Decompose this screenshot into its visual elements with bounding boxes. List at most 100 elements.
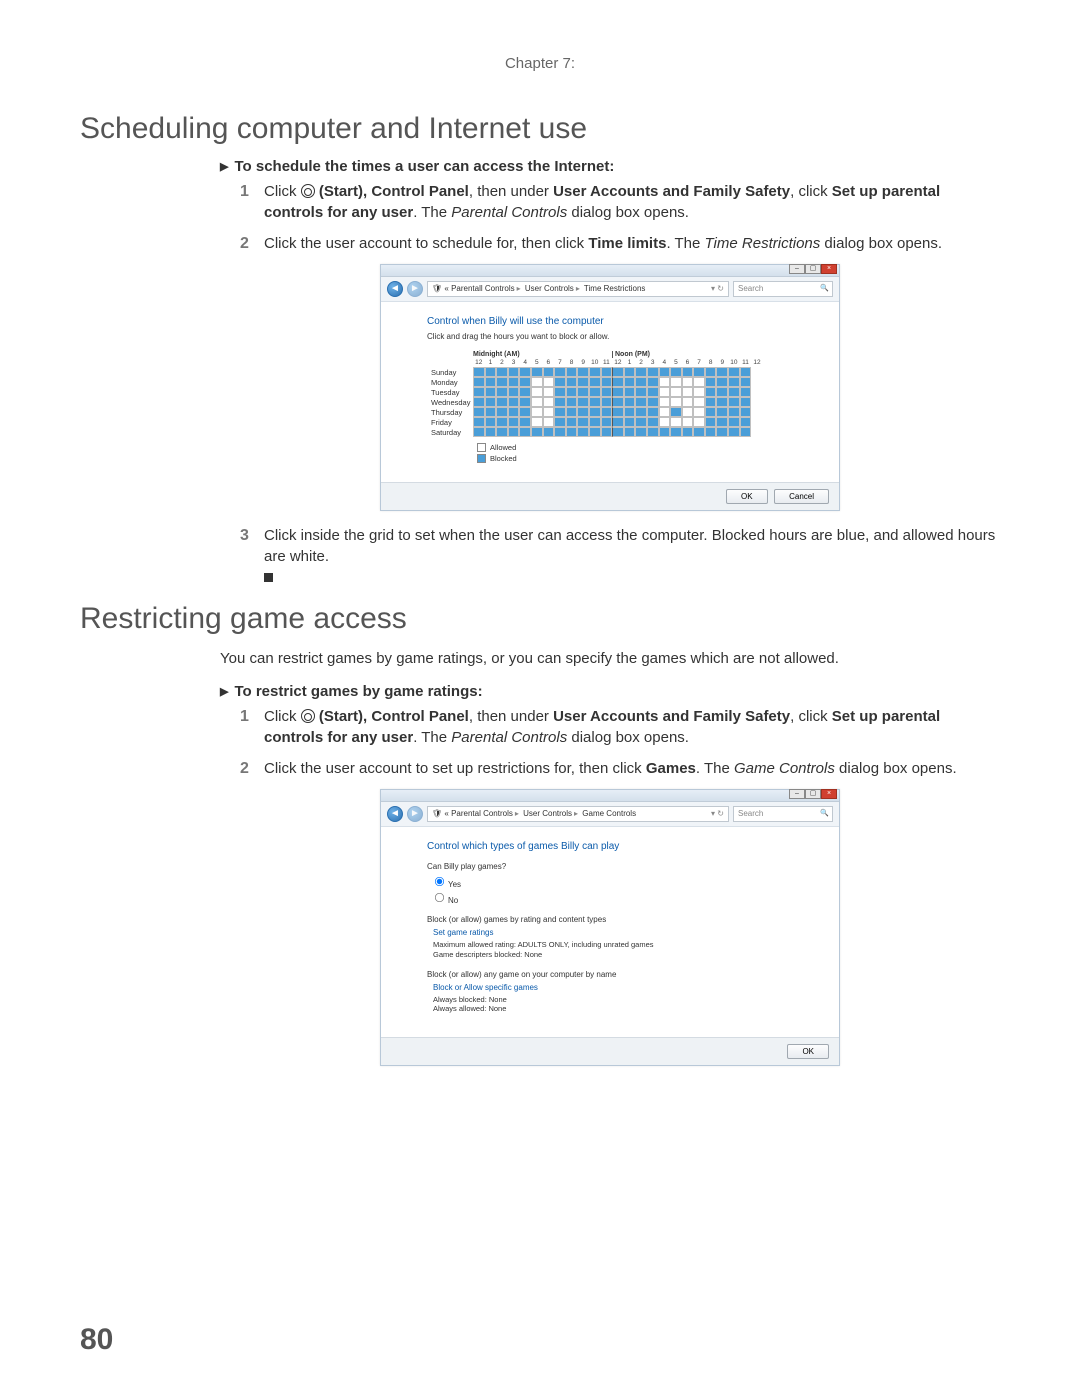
grid-cell[interactable] [612,417,624,427]
radio-yes[interactable]: Yes [433,875,809,889]
grid-cell[interactable] [670,407,682,417]
grid-cell[interactable] [705,397,717,407]
grid-cell[interactable] [716,387,728,397]
grid-cell[interactable] [624,397,636,407]
grid-cell[interactable] [496,387,508,397]
grid-cell[interactable] [508,427,520,437]
grid-cell[interactable] [589,387,601,397]
grid-cell[interactable] [635,417,647,427]
close-button[interactable]: × [821,264,837,274]
nav-forward-button[interactable]: ► [407,281,423,297]
grid-cell[interactable] [705,427,717,437]
grid-cell[interactable] [577,367,589,377]
grid-cell[interactable] [682,377,694,387]
grid-cell[interactable] [728,397,740,407]
grid-cell[interactable] [728,387,740,397]
grid-cell[interactable] [589,377,601,387]
grid-cell[interactable] [577,407,589,417]
grid-cell[interactable] [624,427,636,437]
search-input[interactable]: Search [733,281,833,297]
grid-cell[interactable] [670,367,682,377]
grid-cell[interactable] [485,427,497,437]
grid-cell[interactable] [485,387,497,397]
grid-cell[interactable] [589,367,601,377]
grid-cell[interactable] [716,417,728,427]
grid-cell[interactable] [496,397,508,407]
grid-cell[interactable] [519,397,531,407]
grid-cell[interactable] [635,367,647,377]
grid-cell[interactable] [554,397,566,407]
grid-cell[interactable] [496,417,508,427]
grid-cell[interactable] [543,387,555,397]
close-button[interactable]: × [821,789,837,799]
grid-cell[interactable] [705,367,717,377]
grid-cell[interactable] [647,387,659,397]
grid-cell[interactable] [508,387,520,397]
grid-cell[interactable] [716,367,728,377]
grid-cell[interactable] [531,377,543,387]
grid-cell[interactable] [566,427,578,437]
maximize-button[interactable]: ▢ [805,264,821,274]
grid-cell[interactable] [589,407,601,417]
grid-cell[interactable] [473,377,485,387]
grid-cell[interactable] [577,387,589,397]
grid-cell[interactable] [519,377,531,387]
grid-cell[interactable] [670,387,682,397]
grid-cell[interactable] [554,387,566,397]
grid-cell[interactable] [566,367,578,377]
grid-cell[interactable] [612,387,624,397]
grid-cell[interactable] [531,387,543,397]
grid-cell[interactable] [728,367,740,377]
grid-cell[interactable] [670,397,682,407]
grid-cell[interactable] [740,397,752,407]
grid-cell[interactable] [496,427,508,437]
grid-cell[interactable] [531,407,543,417]
grid-cell[interactable] [682,367,694,377]
grid-cell[interactable] [519,427,531,437]
link-set-game-ratings[interactable]: Set game ratings [433,928,809,937]
grid-cell[interactable] [647,427,659,437]
grid-cell[interactable] [635,427,647,437]
grid-cell[interactable] [693,367,705,377]
grid-cell[interactable] [485,407,497,417]
breadcrumb[interactable]: 🛡 « Parentall Controls▸ User Controls▸ T… [427,281,729,297]
grid-cell[interactable] [543,367,555,377]
minimize-button[interactable]: – [789,264,805,274]
grid-cell[interactable] [659,367,671,377]
grid-cell[interactable] [485,377,497,387]
cancel-button[interactable]: Cancel [774,489,829,504]
grid-cell[interactable] [485,367,497,377]
grid-cell[interactable] [566,407,578,417]
nav-back-button[interactable]: ◄ [387,281,403,297]
grid-cell[interactable] [508,407,520,417]
grid-cell[interactable] [566,387,578,397]
minimize-button[interactable]: – [789,789,805,799]
grid-cell[interactable] [647,397,659,407]
grid-cell[interactable] [601,387,613,397]
grid-cell[interactable] [577,427,589,437]
grid-cell[interactable] [682,387,694,397]
ok-button[interactable]: OK [726,489,768,504]
grid-cell[interactable] [601,397,613,407]
grid-cell[interactable] [554,367,566,377]
grid-cell[interactable] [624,387,636,397]
grid-cell[interactable] [531,367,543,377]
grid-cell[interactable] [693,417,705,427]
grid-cell[interactable] [635,397,647,407]
grid-cell[interactable] [531,427,543,437]
grid-cell[interactable] [601,417,613,427]
nav-back-button[interactable]: ◄ [387,806,403,822]
grid-cell[interactable] [543,417,555,427]
grid-cell[interactable] [612,407,624,417]
grid-cell[interactable] [659,377,671,387]
maximize-button[interactable]: ▢ [805,789,821,799]
grid-cell[interactable] [682,417,694,427]
grid-cell[interactable] [647,377,659,387]
grid-cell[interactable] [728,407,740,417]
breadcrumb[interactable]: 🛡 « Parental Controls▸ User Controls▸ Ga… [427,806,729,822]
grid-cell[interactable] [496,407,508,417]
grid-cell[interactable] [577,377,589,387]
grid-cell[interactable] [519,407,531,417]
grid-cell[interactable] [496,377,508,387]
grid-cell[interactable] [693,387,705,397]
